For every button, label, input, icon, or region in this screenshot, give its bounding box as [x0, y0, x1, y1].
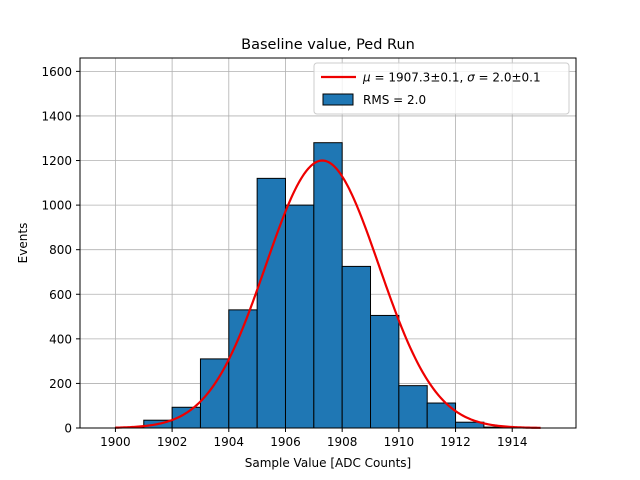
x-tick-label: 1914 [497, 435, 528, 449]
y-tick-label: 1000 [41, 199, 72, 213]
chart-title: Baseline value, Ped Run [241, 37, 415, 53]
y-axis-ticks: 0 200 400 600 800 1000 1200 1400 1600 [41, 65, 80, 436]
legend-mu-value: = 1907.3±0.1, [371, 71, 467, 85]
fit-curve-group [115, 159, 541, 429]
y-tick-label: 800 [49, 243, 72, 257]
x-tick-label: 1902 [157, 435, 188, 449]
histogram-bar [398, 385, 428, 429]
histogram-bar [370, 314, 400, 429]
gaussian-fit-curve [115, 159, 541, 429]
histogram-bar [256, 177, 286, 429]
y-axis-label: Events [16, 223, 30, 264]
legend: μ = 1907.3±0.1, σ = 2.0±0.1 RMS = 2.0 [313, 62, 570, 115]
legend-mu-symbol: μ [362, 71, 371, 85]
histogram-bar [313, 142, 343, 429]
histogram-bar [284, 204, 315, 429]
x-tick-label: 1904 [214, 435, 245, 449]
y-tick-label: 400 [49, 332, 72, 346]
legend-sigma-value: = 2.0±0.1 [475, 71, 541, 85]
y-tick-label: 200 [49, 377, 72, 391]
axes-frame [79, 57, 577, 429]
legend-box [313, 62, 570, 115]
y-tick-label: 1600 [41, 65, 72, 79]
y-tick-label: 600 [49, 288, 72, 302]
x-axis-ticks: 1900 1902 1904 1906 1908 1910 1912 1914 [100, 428, 528, 449]
legend-histogram-label: RMS = 2.0 [363, 93, 426, 107]
x-tick-label: 1906 [270, 435, 301, 449]
y-tick-label: 1400 [41, 109, 72, 123]
histogram-bars [114, 142, 513, 429]
x-tick-label: 1900 [100, 435, 131, 449]
x-tick-label: 1912 [440, 435, 471, 449]
y-tick-label: 1200 [41, 154, 72, 168]
legend-sigma-symbol: σ [467, 71, 475, 85]
x-axis-label: Sample Value [ADC Counts] [245, 456, 411, 470]
legend-histogram-swatch [322, 93, 354, 106]
x-tick-label: 1908 [327, 435, 358, 449]
y-tick-label: 0 [64, 422, 72, 436]
legend-fit-label: μ = 1907.3±0.1, σ = 2.0±0.1 [362, 71, 541, 85]
histogram-bar [341, 265, 372, 429]
x-tick-label: 1910 [384, 435, 415, 449]
